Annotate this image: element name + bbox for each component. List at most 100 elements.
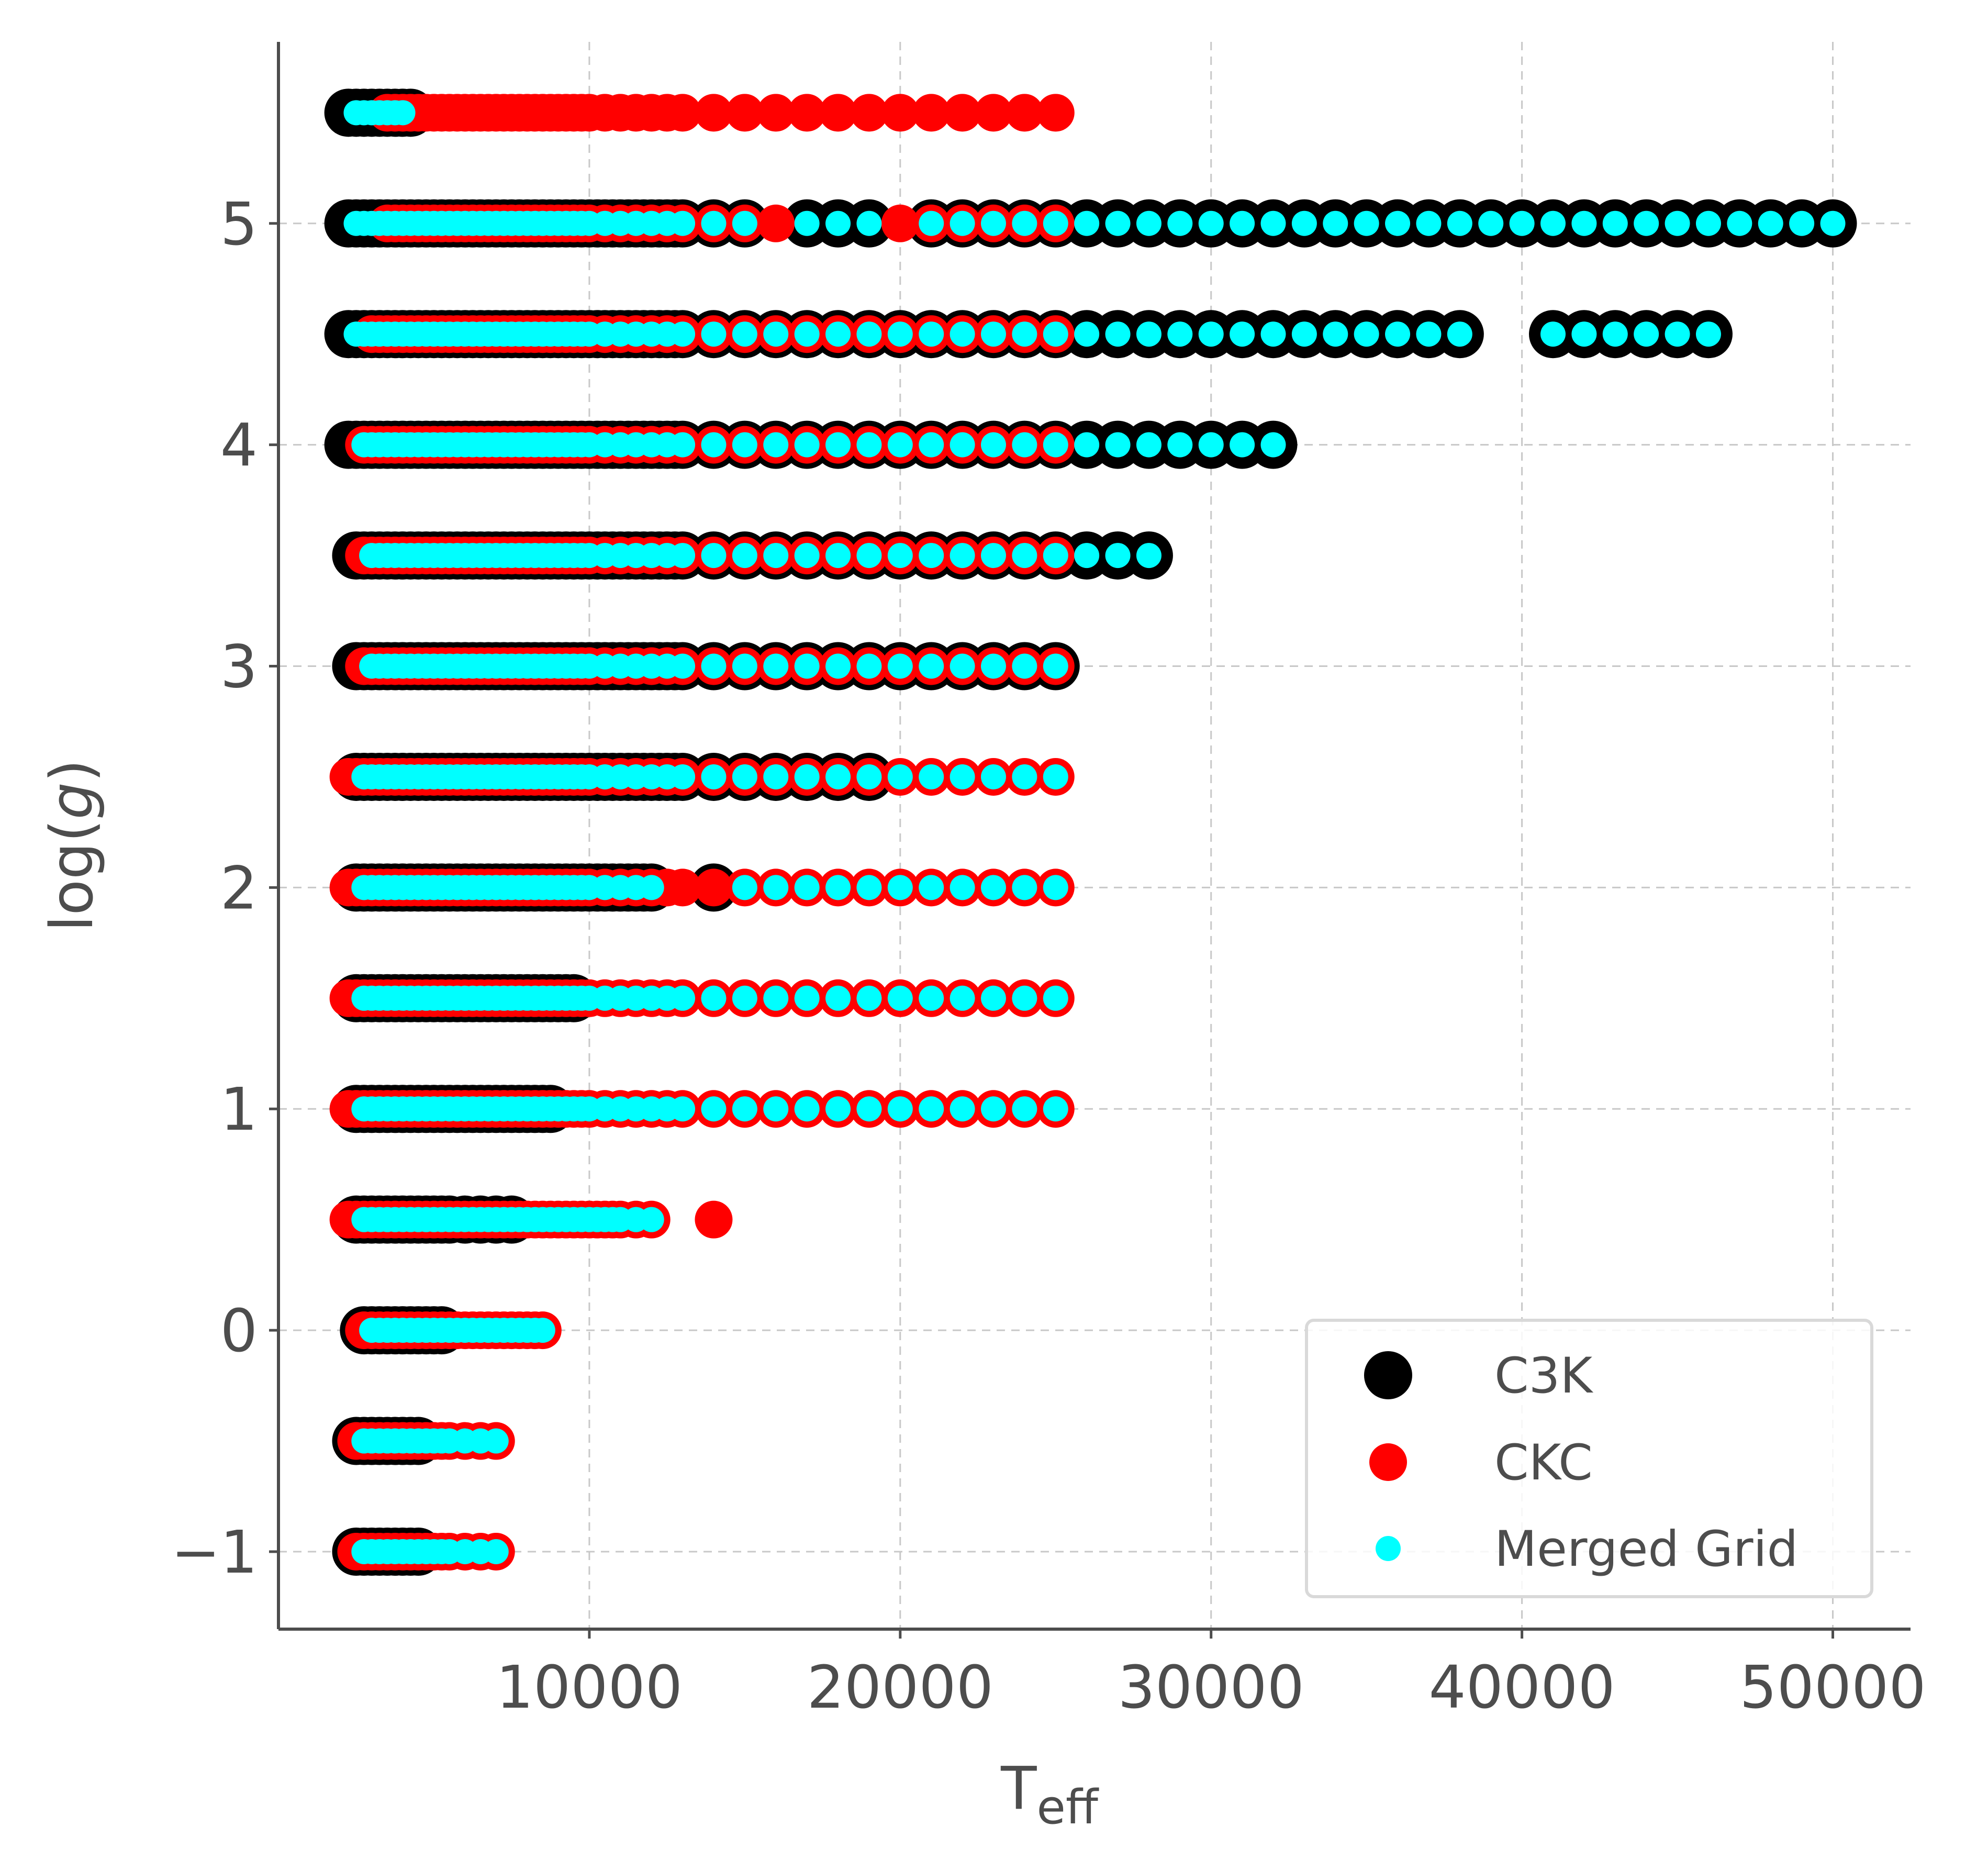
merged-grid-point [980,875,1006,900]
merged-grid-point [670,764,696,789]
ckc-point [819,94,857,132]
ckc-point [725,94,764,132]
merged-grid-point [887,875,913,900]
merged-grid-point [856,1096,882,1122]
ckc-point [912,94,951,132]
merged-grid-point [701,985,727,1011]
merged-grid-point [763,653,789,679]
ckc-point [788,94,826,132]
ckc-point [881,204,919,242]
x-axis-label: Teff [1000,1755,1099,1835]
merged-grid-point [1105,210,1131,236]
merged-grid-point [1043,1096,1068,1122]
merged-grid-point [763,985,789,1011]
merged-grid-point [670,432,696,458]
merged-grid-point [794,1096,820,1122]
merged-grid-point [1509,210,1535,236]
merged-grid-point [1043,764,1068,789]
merged-grid-point [670,1096,696,1122]
merged-grid-point [763,321,789,347]
merged-grid-point [1820,210,1846,236]
merged-grid-point [980,321,1006,347]
x-tick-label: 20000 [807,1654,993,1722]
merged-grid-point [1012,985,1037,1011]
merged-grid-point [1012,764,1037,789]
y-tick-label: −1 [171,1519,258,1587]
merged-grid-point [1105,543,1131,569]
merged-grid-point [763,432,789,458]
merged-grid-point [1447,210,1472,236]
merged-grid-point [1230,321,1255,347]
merged-grid-point [732,210,757,236]
ckc-point [881,94,919,132]
ckc-point [943,94,981,132]
merged-grid-point [1260,210,1286,236]
merged-grid-point [1043,210,1068,236]
merged-grid-point [950,432,975,458]
legend-marker-c3k [1364,1351,1412,1399]
merged-grid-point [670,985,696,1011]
merged-grid-point [950,321,975,347]
merged-grid-point [1354,321,1379,347]
merged-grid-point [1260,432,1286,458]
merged-grid-point [856,653,882,679]
merged-grid-point [1540,321,1566,347]
merged-grid-point [1012,875,1037,900]
merged-grid-point [887,985,913,1011]
merged-grid-point [919,875,944,900]
merged-grid-point [856,432,882,458]
merged-grid-point [919,210,944,236]
merged-grid-point [732,764,757,789]
merged-grid-point [980,543,1006,569]
merged-grid-point [1012,1096,1037,1122]
merged-grid-point [794,321,820,347]
merged-grid-point [825,432,851,458]
x-tick-label: 30000 [1118,1654,1304,1722]
ckc-point [695,1200,733,1239]
merged-grid-point [856,985,882,1011]
merged-grid-point [1167,210,1193,236]
merged-grid-point [1043,985,1068,1011]
merged-grid-point [1789,210,1815,236]
x-tick-label: 50000 [1739,1654,1926,1722]
merged-grid-point [1260,321,1286,347]
merged-grid-point [919,432,944,458]
ckc-point [757,204,795,242]
merged-grid-point [794,210,820,236]
merged-grid-point [732,543,757,569]
merged-grid-point [390,100,416,126]
merged-grid-point [887,653,913,679]
merged-grid-point [794,432,820,458]
ckc-point [850,94,888,132]
merged-grid-point [1230,432,1255,458]
merged-grid-point [950,1096,975,1122]
merged-grid-point [1323,321,1348,347]
merged-grid-point [701,653,727,679]
merged-grid-point [950,875,975,900]
merged-grid-point [1354,210,1379,236]
legend: C3K CKC Merged Grid [1305,1319,1873,1598]
merged-grid-point [1571,321,1597,347]
merged-grid-point [1043,432,1068,458]
merged-grid-point [950,764,975,789]
merged-grid-point [856,875,882,900]
merged-grid-point [980,985,1006,1011]
merged-grid-point [670,210,696,236]
merged-grid-point [1198,210,1224,236]
merged-grid-point [950,985,975,1011]
merged-grid-point [825,543,851,569]
merged-grid-point [856,321,882,347]
legend-label-ckc: CKC [1494,1434,1593,1491]
merged-grid-point [919,653,944,679]
merged-grid-point [701,210,727,236]
merged-grid-point [1478,210,1504,236]
merged-grid-point [794,764,820,789]
merged-grid-point [980,653,1006,679]
merged-grid-point [483,1428,509,1454]
merged-grid-point [763,1096,789,1122]
merged-grid-point [1385,321,1411,347]
merged-grid-point [1012,321,1037,347]
merged-grid-point [1043,875,1068,900]
merged-grid-point [1758,210,1783,236]
merged-grid-point [701,1096,727,1122]
